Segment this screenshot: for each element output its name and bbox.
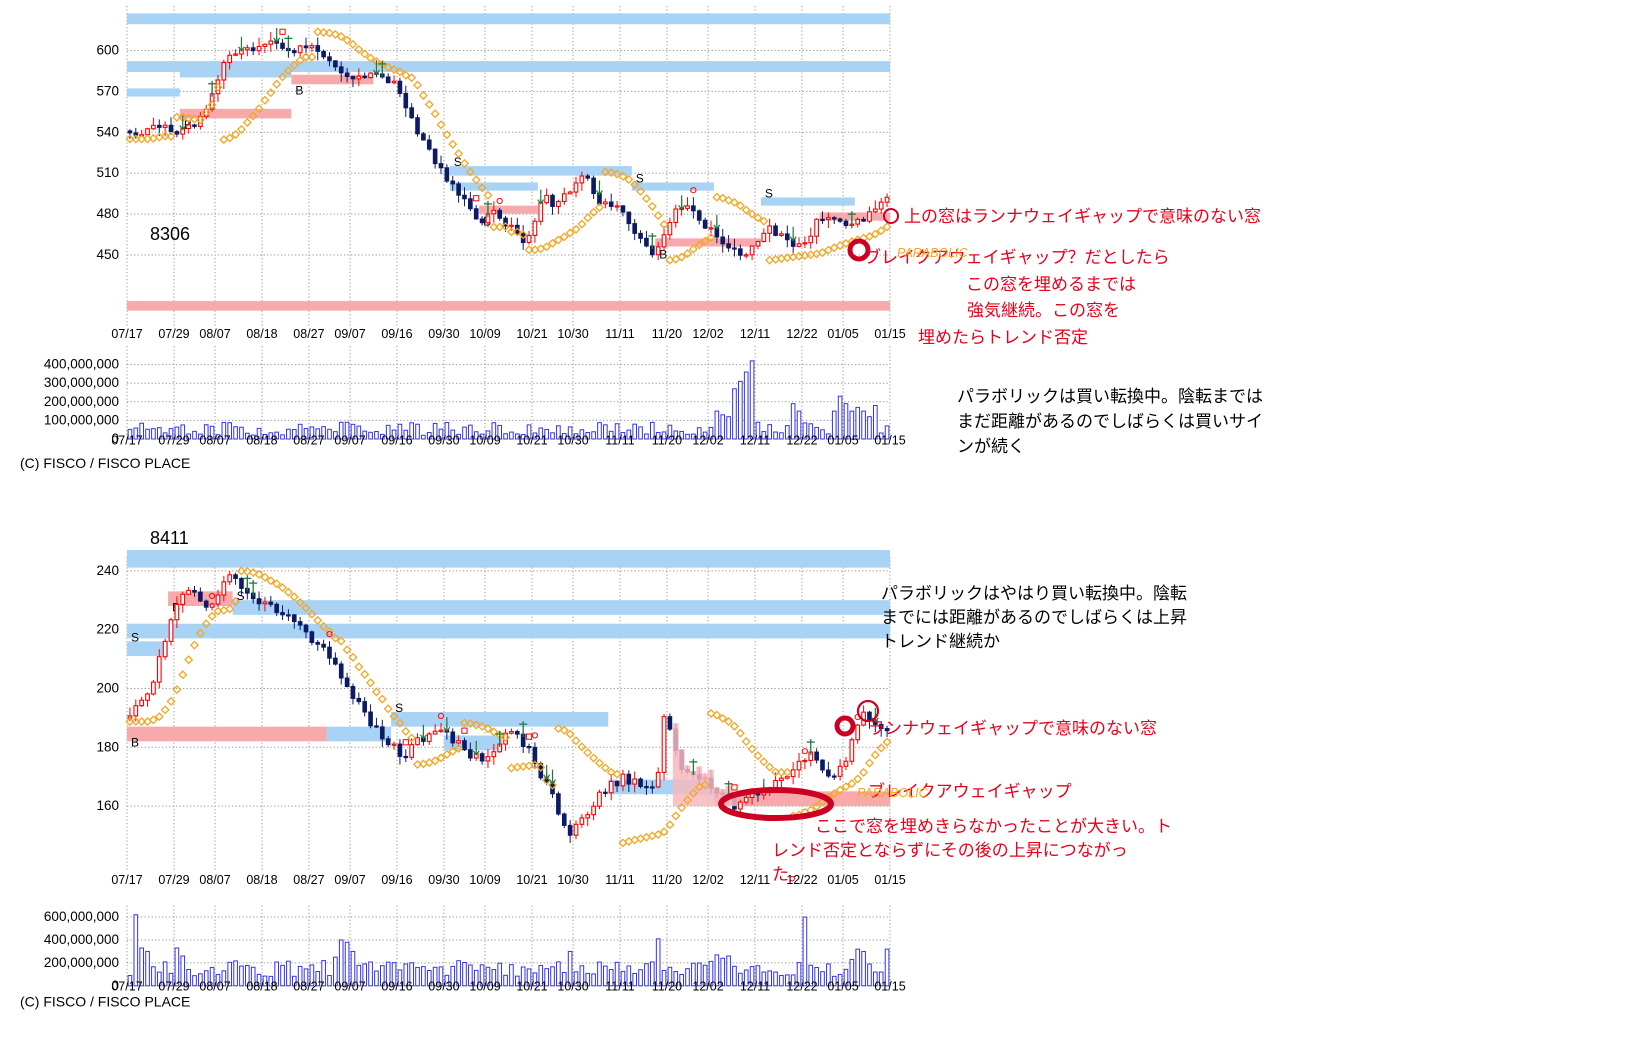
svg-text:PARABOLIC: PARABOLIC (897, 246, 969, 260)
svg-text:PARABOLIC: PARABOLIC (857, 786, 929, 800)
svg-text:まだ距離があるのでしばらくは買いサイ: まだ距離があるのでしばらくは買いサイ (957, 412, 1263, 431)
svg-text:までには距離があるのでしばらくは上昇: までには距離があるのでしばらくは上昇 (881, 608, 1187, 627)
svg-text:パラボリックは買い転換中。陰転までは: パラボリックは買い転換中。陰転までは (957, 387, 1263, 406)
svg-text:強気継続。この窓を: 強気継続。この窓を (967, 301, 1120, 320)
svg-text:パラボリックはやはり買い転換中。陰転: パラボリックはやはり買い転換中。陰転 (881, 584, 1187, 603)
svg-text:上の窓はランナウェイギャップで意味のない窓: 上の窓はランナウェイギャップで意味のない窓 (904, 207, 1261, 226)
svg-text:埋めたらトレンド否定: 埋めたらトレンド否定 (918, 328, 1088, 347)
svg-text:ここで窓を埋めきらなかったことが大きい。ト: ここで窓を埋めきらなかったことが大きい。ト (815, 817, 1172, 836)
svg-text:トレンド継続か: トレンド継続か (881, 632, 1000, 651)
svg-text:た。: た。 (772, 865, 806, 884)
svg-text:ランナウェイギャップで意味のない窓: ランナウェイギャップで意味のない窓 (868, 719, 1157, 738)
svg-text:ンが続く: ンが続く (957, 437, 1025, 456)
svg-text:この窓を埋めるまでは: この窓を埋めるまでは (966, 275, 1136, 294)
svg-text:レンド否定とならずにその後の上昇につながっ: レンド否定とならずにその後の上昇につながっ (772, 841, 1128, 860)
